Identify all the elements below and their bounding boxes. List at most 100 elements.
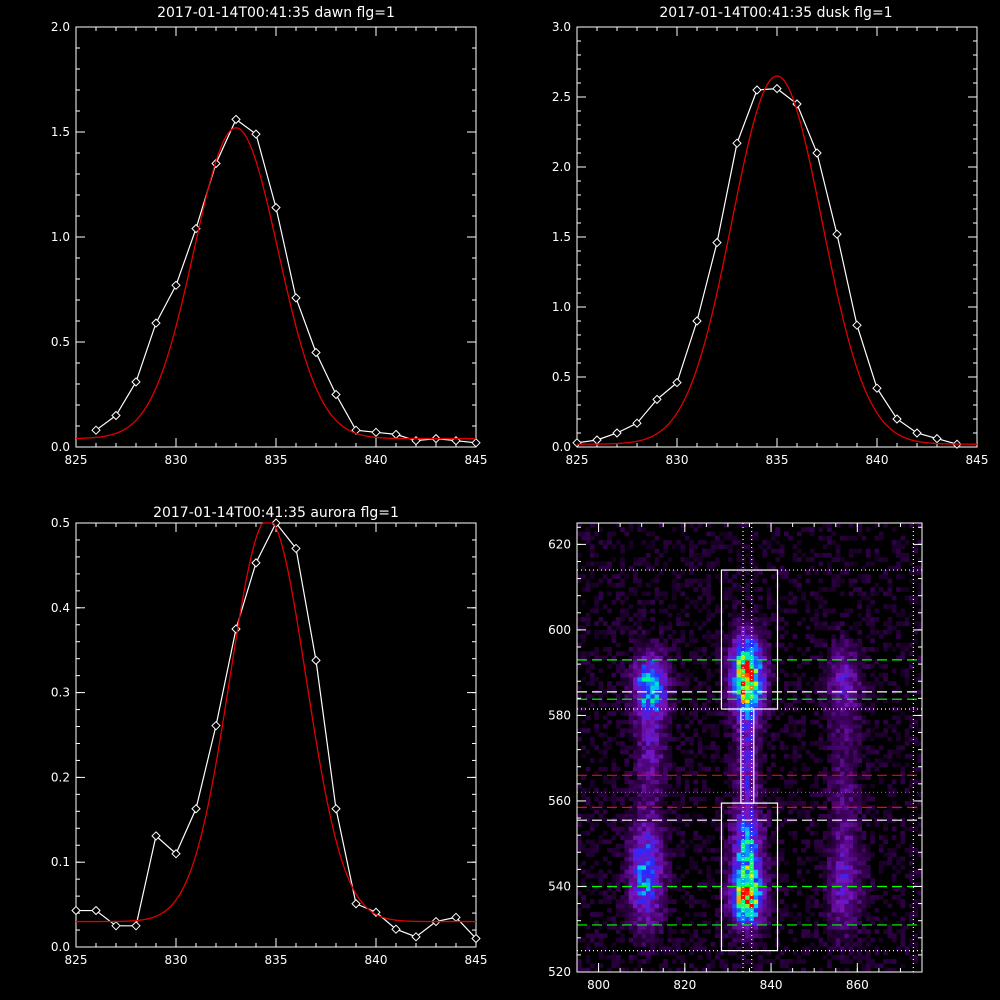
heatmap-cell [917,612,923,618]
heatmap-cell [585,578,591,584]
heatmap-cell [822,608,828,614]
heatmap-cell [745,698,750,703]
heatmap-cell [615,959,621,964]
heatmap-cell [646,591,651,597]
heatmap-cell [702,706,707,712]
heatmap-cell [658,826,664,832]
heatmap-cell [844,929,850,934]
data-point [391,924,401,934]
heatmap-cell [637,929,643,934]
heatmap-cell [891,715,897,721]
heatmap-cell [853,912,858,917]
heatmap-cell [598,702,604,708]
heatmap-cell [740,771,746,776]
heatmap-cell [719,544,725,550]
heatmap-cell [865,621,871,627]
heatmap-cell [723,574,729,579]
heatmap-cell [827,843,832,849]
heatmap-cell [857,826,863,832]
x-tick-label: 845 [465,953,488,967]
heatmap-cell [779,873,785,879]
heatmap-cell [831,822,837,828]
heatmap-cell [857,929,863,934]
heatmap-cell [723,668,729,674]
heatmap-cell [732,783,737,789]
heatmap-cell [650,698,656,703]
heatmap-cell [684,899,690,904]
heatmap-cell [689,565,694,571]
heatmap-cell [848,732,854,738]
heatmap-cell [658,843,664,849]
heatmap-cell [723,578,729,584]
heatmap-cell [861,967,867,973]
heatmap-cell [848,912,854,917]
heatmap-cell [628,685,634,691]
heatmap-cell [818,736,824,742]
heatmap-cell [831,732,837,738]
heatmap-cell [650,822,656,828]
heatmap-cell [758,933,763,939]
heatmap-cell [805,946,811,952]
heatmap-cell [658,800,664,806]
heatmap-cell [861,847,867,853]
heatmap-cell [589,702,595,708]
heatmap-cell [840,839,845,845]
heatmap-cell [758,762,763,768]
heatmap-cell [758,604,763,609]
heatmap-cell [689,634,694,639]
heatmap-cell [611,582,617,588]
heatmap-cell [723,920,729,926]
heatmap-cell [727,587,733,592]
heatmap-cell [758,882,763,887]
heatmap-cell [689,638,694,644]
heatmap-cell [891,779,897,785]
heatmap-cell [667,895,673,900]
heatmap-cell [611,963,617,969]
heatmap-cell [917,570,923,575]
heatmap-cell [844,907,850,913]
heatmap-cell [633,929,638,934]
heatmap-cell [831,758,837,763]
heatmap-cell [792,903,798,909]
heatmap-cell [598,732,604,738]
heatmap-cell [689,933,694,939]
heatmap-cell [585,852,591,857]
heatmap-cell [671,942,677,947]
heatmap-cell [598,685,604,691]
heatmap-cell [637,723,643,729]
heatmap-cell [706,920,712,926]
data-point [872,383,882,393]
plot-marks [572,26,978,449]
heatmap-cell [680,852,686,857]
heatmap-cell [831,942,837,947]
heatmap-cell [650,916,656,922]
heatmap-cell [715,732,720,738]
heatmap-cell [792,753,798,759]
heatmap-cell [758,792,763,798]
heatmap-cell [637,912,643,917]
heatmap-cell [723,702,729,708]
heatmap-cell [827,664,832,669]
heatmap-cell [676,681,681,686]
heatmap-cell [624,967,630,973]
heatmap-cell [758,963,763,969]
heatmap-cell [874,719,880,725]
heatmap-cell [818,621,824,627]
heatmap-cell [723,732,729,738]
heatmap-cell [732,758,737,763]
heatmap-cell [602,895,608,900]
heatmap-cell [654,723,660,729]
heatmap-cell [620,860,625,866]
heatmap-cell [641,860,647,866]
heatmap-cell [715,882,720,887]
heatmap-cell [865,903,871,909]
heatmap-cell [835,574,841,579]
heatmap-cell [844,753,850,759]
heatmap-cell [680,835,686,840]
heatmap-cell [658,869,664,875]
heatmap-cell [766,818,772,823]
heatmap-cell [671,642,677,648]
heatmap-cell [577,839,582,845]
heatmap-cell [650,937,656,943]
heatmap-cell [740,655,746,661]
